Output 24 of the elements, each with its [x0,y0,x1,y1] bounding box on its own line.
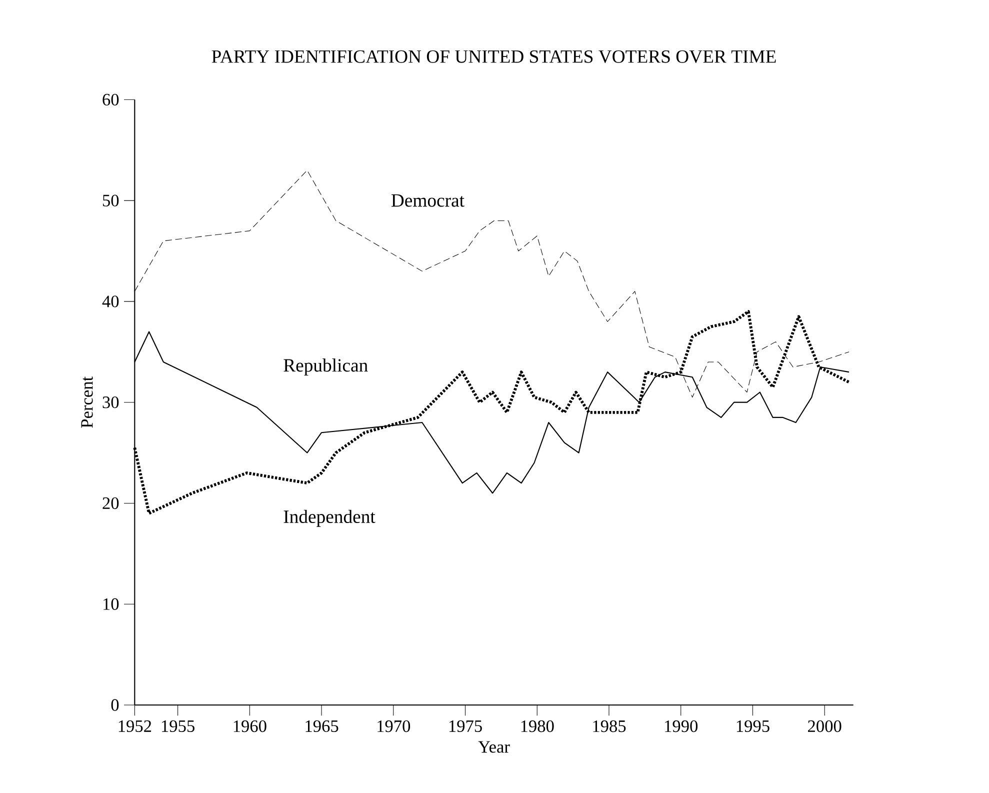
x-tick-label: 1985 [593,720,626,732]
y-tick-label: 60 [102,94,119,106]
x-tick-label: 1952 [118,720,152,732]
x-tick-label: 1980 [521,720,554,732]
x-tick-label: 1955 [162,720,194,732]
series-label: Democrat [391,194,464,207]
y-tick-label: 0 [111,699,119,711]
y-axis-title: Percent [81,376,93,428]
x-tick-label: 1995 [736,720,770,732]
x-tick-label: 1975 [449,720,482,732]
x-tick-label: 2000 [808,720,842,732]
y-tick-label: 40 [102,296,119,308]
chart-title: PARTY IDENTIFICATION OF UNITED STATES VOTERS OVER TIME [212,50,776,63]
y-tick-label: 50 [102,194,119,206]
x-tick-label: 1990 [665,720,698,732]
x-tick-label: 1960 [234,720,266,732]
y-tick-label: 20 [102,497,119,510]
text: Republican [284,358,368,376]
x-tick-label: 1970 [378,720,410,732]
x-tick-label: 1965 [306,720,338,732]
x-axis-title: Year [478,741,510,753]
y-tick-label: 30 [102,396,119,408]
y-tick-label: 10 [103,598,119,610]
series-label: Independent [284,510,376,527]
